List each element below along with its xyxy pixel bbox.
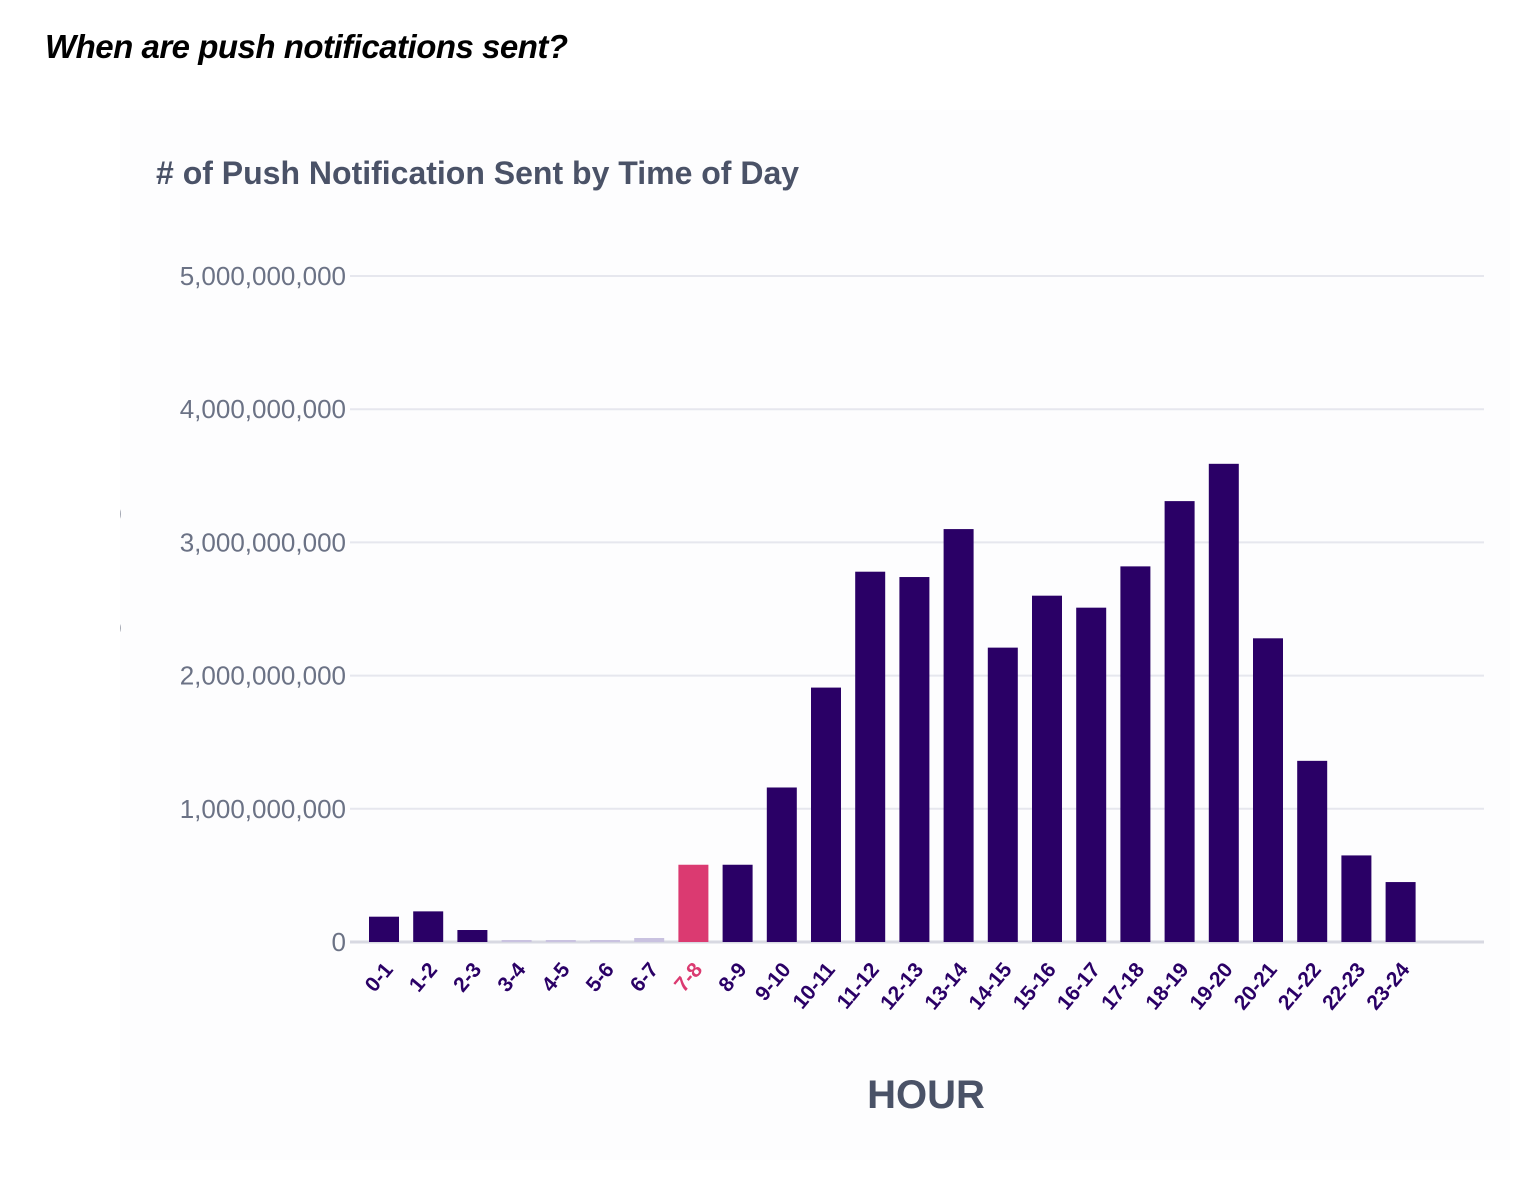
bar-10-11 xyxy=(811,687,841,942)
x-tick-label: 11-12 xyxy=(833,958,884,1013)
page-heading: When are push notifications sent? xyxy=(45,28,568,65)
bar-17-18 xyxy=(1120,566,1151,942)
x-tick-label: 5-6 xyxy=(582,958,619,996)
y-axis-ticks: 0 1,000,000,000 2,000,000,000 3,000,000,000… xyxy=(180,261,346,957)
bar-4-5 xyxy=(545,940,576,942)
x-tick-label: 19-20 xyxy=(1185,958,1237,1014)
bar-7-8 xyxy=(678,864,709,942)
x-axis-label: HOUR xyxy=(867,1073,985,1117)
bar-11-12 xyxy=(855,571,886,942)
y-tick-label: 5,000,000,000 xyxy=(180,261,346,291)
bar-18-19 xyxy=(1164,501,1195,942)
push-notifications-bar-chart: # of Push Notification Sent by Time of D… xyxy=(120,155,1484,1117)
x-tick-label: 6-7 xyxy=(626,958,663,996)
x-tick-label: 8-9 xyxy=(714,958,751,996)
bar-19-20 xyxy=(1208,463,1239,942)
x-tick-label: 17-18 xyxy=(1097,958,1149,1014)
y-tick-label: 4,000,000,000 xyxy=(180,394,346,424)
bar-2-3 xyxy=(457,930,488,942)
x-tick-label: 21-22 xyxy=(1274,958,1326,1014)
bar-8-9 xyxy=(722,864,753,942)
bar-1-2 xyxy=(413,911,444,942)
bar-22-23 xyxy=(1341,855,1372,942)
x-tick-label: 7-8 xyxy=(670,958,707,996)
y-axis-label: TOTAL SENT xyxy=(120,421,129,668)
x-tick-label: 22-23 xyxy=(1318,958,1370,1014)
chart-title: # of Push Notification Sent by Time of D… xyxy=(156,155,799,191)
y-tick-label: 2,000,000,000 xyxy=(180,661,346,691)
x-tick-label: 3-4 xyxy=(493,958,530,996)
x-tick-label: 13-14 xyxy=(920,958,972,1014)
x-tick-label: 18-19 xyxy=(1141,958,1193,1014)
bar-21-22 xyxy=(1297,760,1328,942)
x-tick-label: 16-17 xyxy=(1053,958,1105,1014)
bar-9-10 xyxy=(766,787,797,942)
bar-6-7 xyxy=(634,938,665,942)
x-tick-label: 1-2 xyxy=(405,958,442,996)
bar-13-14 xyxy=(943,529,974,942)
bar-12-13 xyxy=(899,577,930,942)
x-tick-label: 20-21 xyxy=(1230,958,1282,1014)
bar-20-21 xyxy=(1253,638,1283,942)
bar-5-6 xyxy=(590,940,620,942)
x-tick-label: 0-1 xyxy=(361,958,398,996)
x-axis-ticks: 0-1 1-2 2-3 3-4 4-5 5-6 6-7 7-8 8-9 9-1010-1111-1… xyxy=(361,958,1415,1014)
bar-15-16 xyxy=(1032,595,1062,942)
x-tick-label: 23-24 xyxy=(1362,958,1414,1014)
bar-14-15 xyxy=(987,647,1018,942)
y-tick-label: 0 xyxy=(332,927,346,957)
bar-3-4 xyxy=(501,940,532,942)
x-tick-label: 2-3 xyxy=(449,958,486,996)
x-tick-label: 12-13 xyxy=(876,958,928,1014)
y-tick-label: 1,000,000,000 xyxy=(180,794,346,824)
y-tick-label: 3,000,000,000 xyxy=(180,527,346,557)
bar-23-24 xyxy=(1385,882,1416,942)
x-tick-label: 15-16 xyxy=(1009,958,1061,1014)
bar-16-17 xyxy=(1076,607,1107,942)
x-tick-label: 14-15 xyxy=(964,958,1016,1014)
bar-0-1 xyxy=(369,916,399,942)
x-tick-label: 4-5 xyxy=(537,958,574,996)
x-tick-label: 10-11 xyxy=(788,958,840,1013)
chart-panel: # of Push Notification Sent by Time of D… xyxy=(120,110,1510,1160)
bars xyxy=(369,463,1416,942)
